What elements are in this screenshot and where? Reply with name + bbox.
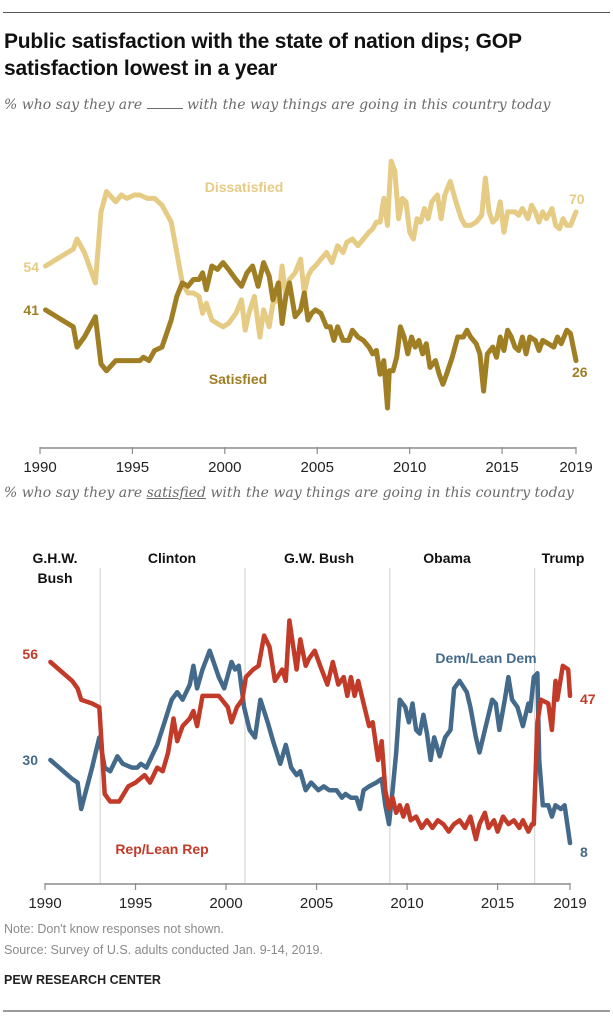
- subtitle-bottom-before: % who say they are: [4, 485, 147, 501]
- subtitle-top-before: % who say they are: [4, 97, 143, 113]
- bottom-chart-x-tick-label: 1990: [28, 895, 61, 912]
- source-text: Source: Survey of U.S. adults conducted …: [4, 943, 323, 957]
- bottom-chart-x-tick-label: 1995: [119, 895, 152, 912]
- dissatisfied-start-label: 54: [23, 259, 39, 275]
- era-label: G.H.W.: [32, 550, 77, 566]
- era-label: G.W. Bush: [284, 550, 354, 566]
- note-text: Note: Don't know responses not shown.: [4, 922, 224, 936]
- subtitle-bottom: % who say they are satisfied with the wa…: [4, 482, 594, 504]
- top-chart-x-tick-label: 2019: [559, 459, 592, 476]
- bottom-rule: [3, 1010, 610, 1012]
- subtitle-bottom-emph: satisfied: [146, 485, 206, 501]
- dissatisfied-end-label: 70: [569, 191, 585, 207]
- rep-line: [48, 618, 573, 842]
- subtitle-blank: [146, 96, 183, 109]
- rep-series-label: Rep/Lean Rep: [115, 841, 208, 857]
- dem-line: [48, 648, 573, 846]
- era-label: Trump: [542, 550, 585, 566]
- bottom-chart-x-tick-label: 2019: [553, 895, 586, 912]
- bottom-chart-x-tick-label: 2015: [481, 895, 514, 912]
- top-chart-x-tick-label: 2015: [485, 459, 518, 476]
- dissatisfied-line: [43, 158, 579, 340]
- era-label: Obama: [423, 550, 471, 566]
- top-chart-x-tick-label: 2000: [208, 459, 241, 476]
- dem-series-label: Dem/Lean Dem: [435, 650, 536, 666]
- bottom-chart-x-tick-label: 2000: [209, 895, 242, 912]
- subtitle-top: % who say they are with the way things a…: [4, 94, 609, 116]
- satisfied-end-label: 26: [572, 364, 588, 380]
- top-chart-x-tick-label: 2010: [393, 459, 426, 476]
- satisfied-series-label: Satisfied: [209, 371, 267, 387]
- dem-start-label: 30: [22, 752, 38, 768]
- subtitle-top-after: with the way things are going in this co…: [187, 97, 551, 113]
- brand-label: PEW RESEARCH CENTER: [4, 973, 161, 987]
- top-rule: [3, 12, 610, 13]
- chart-title: Public satisfaction with the state of na…: [4, 30, 522, 80]
- era-label: Bush: [38, 570, 73, 586]
- era-label: Clinton: [148, 550, 196, 566]
- dissatisfied-series-label: Dissatisfied: [205, 179, 284, 195]
- top-chart-x-tick-label: 1990: [23, 459, 56, 476]
- satisfied-line: [43, 260, 579, 411]
- rep-start-label: 56: [22, 646, 38, 662]
- rep-end-label: 47: [580, 691, 596, 707]
- top-chart-x-tick-label: 1995: [116, 459, 149, 476]
- bottom-chart-x-tick-label: 2005: [300, 895, 333, 912]
- bottom-chart-x-tick-label: 2010: [390, 895, 423, 912]
- satisfied-start-label: 41: [23, 302, 39, 318]
- top-chart-x-tick-label: 2005: [301, 459, 334, 476]
- dem-end-label: 8: [580, 844, 588, 860]
- subtitle-bottom-after: with the way things are going in this co…: [206, 485, 574, 501]
